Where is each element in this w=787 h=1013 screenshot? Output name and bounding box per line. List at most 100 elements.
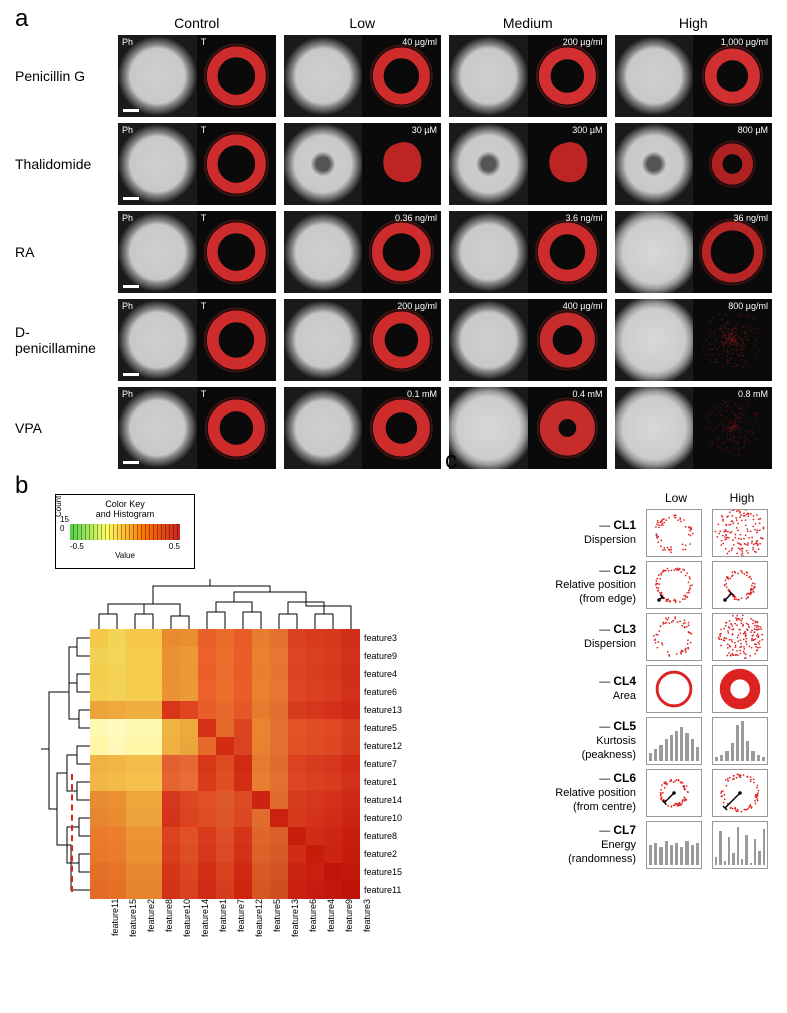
phase-image: Ph [118,123,197,205]
heatmap-cell [252,773,270,791]
heatmap-cell [126,737,144,755]
heatmap-cell [144,863,162,881]
channel-label: Ph [122,213,133,223]
panel-a-row: VPAPhT0.1 mM0.4 mM0.8 mM [15,387,772,469]
dendrogram-left-icon [35,629,90,899]
heatmap-cell [108,881,126,899]
heatmap-cell [144,845,162,863]
heatmap-cell [306,845,324,863]
heatmap-cell [144,773,162,791]
panel-c-label: c [445,447,457,475]
concentration-label: 0.1 mM [407,389,437,399]
phase-image: Ph [118,211,197,293]
heatmap-cell [162,791,180,809]
concentration-label: 0.8 mM [738,389,768,399]
ring-icon [197,299,276,381]
heatmap-cell [342,701,360,719]
col-header: Medium [449,15,607,31]
heatmap-cell [108,809,126,827]
heatmap-cell [342,791,360,809]
channel-label: Ph [122,389,133,399]
heatmap-cell [288,809,306,827]
heatmap-cell [90,701,108,719]
panel-b-label: b [15,472,28,500]
heatmap-cell [144,809,162,827]
cluster-thumb [646,509,702,557]
phase-image [449,211,528,293]
panel-a-label: a [15,5,28,33]
concentration-label: 0.4 mM [572,389,602,399]
cluster-thumb [712,613,768,661]
heatmap-cell [180,827,198,845]
heatmap-cell [270,737,288,755]
heatmap-cell [324,827,342,845]
heatmap-cell [216,629,234,647]
scalebar-icon [123,373,139,376]
heatmap-cell [306,701,324,719]
heatmap-cell [252,701,270,719]
feature-label: feature4 [364,669,402,679]
heatmap-cell [90,683,108,701]
heatmap-cell [342,629,360,647]
phase-image: Ph [118,299,197,381]
image-pair: 400 µg/ml [449,299,607,381]
concentration-label: 200 µg/ml [563,37,603,47]
phase-image [449,123,528,205]
heatmap-cell [324,755,342,773]
heatmap-cell [234,845,252,863]
scalebar-icon [123,285,139,288]
heatmap-cell [162,809,180,827]
heatmap-cell [306,719,324,737]
heatmap-cell [270,845,288,863]
heatmap-cell [306,647,324,665]
feature-label: feature7 [236,899,254,959]
heatmap-cell [306,629,324,647]
heatmap-cell [216,647,234,665]
heatmap-cell [234,701,252,719]
heatmap-cell [180,773,198,791]
heatmap-cell [108,701,126,719]
scalebar-icon [123,197,139,200]
heatmap-col-labels: feature11feature15feature2feature8featur… [110,899,435,959]
heatmap-cell [126,827,144,845]
feature-label: feature6 [308,899,326,959]
ytick: 15 [60,515,69,524]
cluster-thumb [712,509,768,557]
heatmap-cell [90,827,108,845]
phase-image [615,123,694,205]
heatmap-cell [198,863,216,881]
channel-label: T [201,389,207,399]
heatmap-cell [252,629,270,647]
heatmap-cell [342,755,360,773]
heatmap-cell [216,683,234,701]
image-pair: 30 µM [284,123,442,205]
image-pair: 0.1 mM [284,387,442,469]
heatmap-cell [288,791,306,809]
color-key-gradient [70,524,180,540]
image-pair: 300 µM [449,123,607,205]
phase-image [284,211,363,293]
heatmap-cell [324,791,342,809]
cluster-cutline [71,774,73,892]
heatmap-cell [90,737,108,755]
cluster-label: — CL2Relative position(from edge) [445,563,640,606]
heatmap-cell [234,881,252,899]
heatmap-cell [324,881,342,899]
channel-label: T [201,125,207,135]
fluorescence-image: 300 µM [528,123,607,205]
cluster-thumb [646,821,702,869]
heatmap-cell [180,863,198,881]
panel-c-rows: — CL1Dispersion— CL2Relative position(fr… [445,509,772,869]
heatmap-cell [342,863,360,881]
heatmap-cell [216,881,234,899]
heatmap-cell [162,773,180,791]
heatmap-cell [198,737,216,755]
ring-icon [693,387,772,469]
heatmap-cell [252,809,270,827]
phase-image [615,387,694,469]
heatmap-cell [108,737,126,755]
heatmap-cell [144,701,162,719]
heatmap-cell [270,881,288,899]
fluorescence-image: 0.1 mM [362,387,441,469]
heatmap-cell [90,665,108,683]
